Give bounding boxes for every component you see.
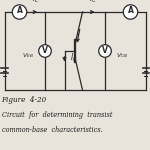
Text: A: A xyxy=(128,6,134,15)
Text: V: V xyxy=(102,46,108,55)
Text: $I_C$: $I_C$ xyxy=(89,0,97,5)
Text: $V_{CB}$: $V_{CB}$ xyxy=(116,51,128,60)
Text: Figure  4-20: Figure 4-20 xyxy=(2,96,47,104)
Circle shape xyxy=(123,5,138,19)
Circle shape xyxy=(12,5,27,19)
Text: Circuit  for  determining  transist: Circuit for determining transist xyxy=(2,111,112,119)
Text: $V_{EB}$: $V_{EB}$ xyxy=(22,51,34,60)
Text: common-base  characteristics.: common-base characteristics. xyxy=(2,126,102,134)
Circle shape xyxy=(39,45,51,57)
Circle shape xyxy=(99,45,111,57)
Text: A: A xyxy=(16,6,22,15)
Text: $I_B$: $I_B$ xyxy=(70,51,78,64)
Text: $I_E$: $I_E$ xyxy=(32,0,39,5)
Text: V: V xyxy=(42,46,48,55)
